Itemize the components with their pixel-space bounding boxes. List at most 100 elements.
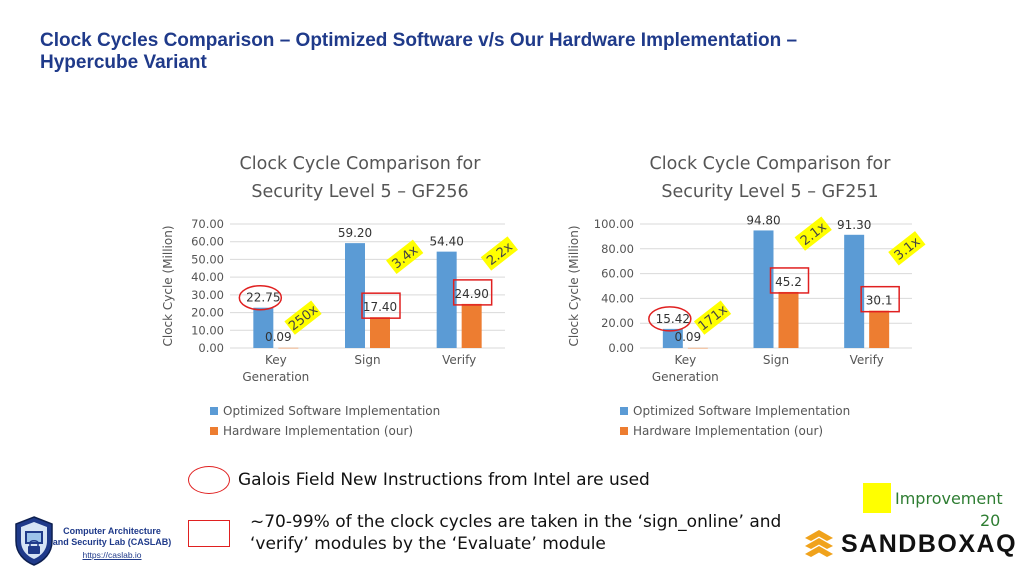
data-label-hardware: 0.09 xyxy=(265,330,292,344)
bar-hardware xyxy=(278,347,299,349)
y-tick-label: 20.00 xyxy=(191,306,224,320)
y-tick-label: 50.00 xyxy=(191,252,224,266)
improvement-sticker-bg xyxy=(480,236,518,271)
chart-legend: Optimized Software Implementation Hardwa… xyxy=(210,401,440,441)
note-evaluate-line1: ~70-99% of the clock cycles are taken in… xyxy=(250,512,782,532)
y-tick-label: 40.00 xyxy=(191,270,224,284)
slide-title-line1: Clock Cycles Comparison – Optimized Soft… xyxy=(40,30,798,51)
y-tick-label: 80.00 xyxy=(601,242,634,256)
data-label-software: 94.80 xyxy=(746,213,780,227)
legend-swatch-hardware xyxy=(620,427,628,435)
caslab-name-line2: and Security Lab (CASLAB) xyxy=(52,537,172,547)
y-tick-label: 70.00 xyxy=(191,217,224,231)
bar-software xyxy=(753,230,774,348)
legend-item-software: Optimized Software Implementation xyxy=(210,401,440,421)
y-tick-label: 40.00 xyxy=(601,291,634,305)
red-oval-marker-icon xyxy=(238,284,283,311)
red-oval-marker-icon xyxy=(648,306,692,332)
data-label-hardware: 30.1 xyxy=(866,294,893,308)
legend-item-software: Optimized Software Implementation xyxy=(620,401,850,421)
chart-title-line2: Security Level 5 – GF256 xyxy=(251,182,469,202)
improvement-sticker-bg xyxy=(888,231,926,266)
red-rect-marker-icon xyxy=(361,292,401,319)
bar-software xyxy=(436,251,457,348)
note-gfni-text: Galois Field New Instructions from Intel… xyxy=(238,470,650,490)
chart-title-line1: Clock Cycle Comparison for xyxy=(239,154,481,174)
data-label-hardware: 0.09 xyxy=(674,330,701,344)
legend-item-hardware: Hardware Implementation (our) xyxy=(210,421,440,441)
legend-swatch-software xyxy=(210,407,218,415)
bar-hardware xyxy=(778,291,799,348)
bar-hardware xyxy=(370,317,390,348)
improvement-sticker: 2.1x xyxy=(794,216,832,251)
chart-title: Clock Cycle Comparison for Security Leve… xyxy=(150,150,570,206)
red-oval-marker-icon xyxy=(188,466,230,494)
chart-plot-area: 0.00 10.00 20.00 30.00 40.00 50.00 60.00 70.00 C… xyxy=(161,217,518,384)
y-tick-label: 100.00 xyxy=(594,217,634,231)
chart-title: Clock Cycle Comparison for Security Leve… xyxy=(560,150,980,206)
improvement-swatch-icon xyxy=(863,483,891,513)
y-axis-label: Clock Cycle (Million) xyxy=(161,225,175,346)
y-tick-label: 30.00 xyxy=(191,288,224,302)
bar-software xyxy=(662,328,683,348)
legend-item-hardware: Hardware Implementation (our) xyxy=(620,421,850,441)
red-rect-marker-icon xyxy=(452,279,493,306)
x-category-label: Verify xyxy=(442,353,476,367)
data-label-hardware: 24.90 xyxy=(454,287,488,301)
x-category-label: Generation xyxy=(242,370,309,384)
x-category-label: Verify xyxy=(850,353,884,367)
red-rect-marker-icon xyxy=(860,285,900,313)
note-evaluate-line2: ‘verify’ modules by the ‘Evaluate’ modul… xyxy=(250,534,606,554)
bar-software xyxy=(253,307,274,348)
chart-title-line1: Clock Cycle Comparison for xyxy=(649,154,891,174)
improvement-sticker-bg xyxy=(386,239,424,274)
improvement-sticker: 3.1x xyxy=(888,231,926,266)
data-label-software: 22.75 xyxy=(246,291,280,305)
slide-title-line2: Hypercube Variant xyxy=(40,52,207,73)
data-label-software: 91.30 xyxy=(837,218,871,232)
caslab-logo-icon xyxy=(15,516,53,566)
caslab-name-line1: Computer Architecture xyxy=(63,526,161,536)
note-evaluate-text: ~70-99% of the clock cycles are taken in… xyxy=(250,511,781,555)
legend-swatch-hardware xyxy=(210,427,218,435)
data-label-software: 54.40 xyxy=(429,235,463,249)
bar-hardware xyxy=(687,347,708,349)
data-label-software: 15.42 xyxy=(656,312,690,326)
x-category-label: Sign xyxy=(763,353,789,367)
y-tick-label: 20.00 xyxy=(601,316,634,330)
chart-gf251: Clock Cycle Comparison for Security Leve… xyxy=(560,148,980,448)
improvement-sticker-bg xyxy=(693,300,732,335)
improvement-legend-label: Improvement xyxy=(895,488,1003,508)
legend-label-software: Optimized Software Implementation xyxy=(633,404,851,418)
red-rect-marker-icon xyxy=(769,267,810,294)
legend-label-hardware: Hardware Implementation (our) xyxy=(633,424,824,438)
chart-gf256: Clock Cycle Comparison for Security Leve… xyxy=(150,148,570,448)
chart-legend: Optimized Software Implementation Hardwa… xyxy=(620,401,850,441)
y-tick-label: 60.00 xyxy=(601,267,634,281)
legend-label-software: Optimized Software Implementation xyxy=(223,404,441,418)
page-number: 20 xyxy=(980,511,1001,530)
y-tick-label: 10.00 xyxy=(191,323,224,337)
data-label-hardware: 45.2 xyxy=(775,275,802,289)
x-category-label: Generation xyxy=(652,370,719,384)
chart-title-line2: Security Level 5 – GF251 xyxy=(661,182,879,202)
y-axis-label: Clock Cycle (Million) xyxy=(567,225,581,346)
sandboxaq-mark-icon xyxy=(805,530,833,557)
note-evaluate: ~70-99% of the clock cycles are taken in… xyxy=(188,511,781,555)
slide-title: Clock Cycles Comparison – Optimized Soft… xyxy=(40,30,940,74)
x-category-label: Key xyxy=(674,353,696,367)
legend-label-hardware: Hardware Implementation (our) xyxy=(223,424,414,438)
improvement-legend: Improvement xyxy=(863,483,1003,513)
x-category-label: Key xyxy=(265,353,287,367)
caslab-link[interactable]: https://caslab.io xyxy=(82,550,142,560)
improvement-sticker-bg xyxy=(794,216,832,251)
chart-plot-area: 0.00 20.00 40.00 60.00 80.00 100.00 Clock Cycl… xyxy=(567,213,926,384)
data-label-hardware: 17.40 xyxy=(363,300,397,314)
bar-software xyxy=(844,234,865,348)
red-rect-marker-icon xyxy=(188,519,230,547)
sandboxaq-wordmark: SANDBOXAQ xyxy=(841,529,1018,558)
legend-swatch-software xyxy=(620,407,628,415)
x-category-label: Sign xyxy=(354,353,380,367)
y-tick-label: 0.00 xyxy=(198,341,224,355)
caslab-name: Computer Architecture and Security Lab (… xyxy=(52,526,172,548)
